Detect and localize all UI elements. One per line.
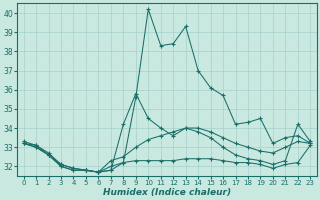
X-axis label: Humidex (Indice chaleur): Humidex (Indice chaleur) (103, 188, 231, 197)
